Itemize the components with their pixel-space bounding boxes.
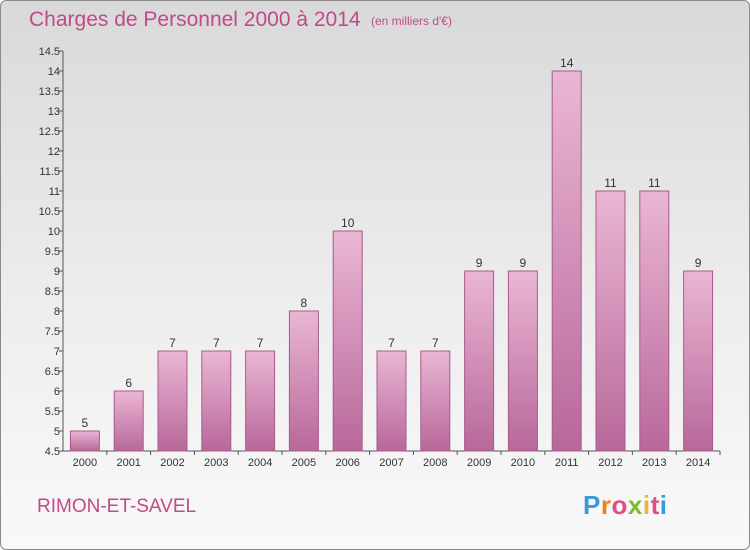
y-tick-label: 12.5 bbox=[39, 126, 60, 138]
data-label: 7 bbox=[388, 336, 395, 350]
data-label: 7 bbox=[257, 336, 264, 350]
bar-2000 bbox=[69, 430, 100, 452]
bar-2004 bbox=[245, 350, 276, 452]
y-tick-label: 12 bbox=[48, 146, 60, 158]
x-tick-label: 2010 bbox=[511, 457, 535, 469]
y-tick-label: 11 bbox=[49, 186, 60, 198]
x-tick-label: 2014 bbox=[686, 457, 710, 469]
data-label: 11 bbox=[648, 176, 661, 190]
logo-letter: i bbox=[642, 490, 651, 520]
data-label: 5 bbox=[82, 416, 89, 430]
bar-2009 bbox=[464, 270, 495, 452]
y-tick-label: 7 bbox=[54, 346, 60, 358]
logo-letter: t bbox=[650, 490, 660, 520]
data-label: 9 bbox=[695, 256, 702, 270]
bar-2014 bbox=[683, 270, 714, 452]
y-tick-label: 10.5 bbox=[39, 206, 60, 218]
y-tick-label: 9 bbox=[54, 266, 60, 278]
x-tick-label: 2006 bbox=[335, 457, 359, 469]
y-tick-label: 5.5 bbox=[45, 406, 60, 418]
x-tick-label: 2003 bbox=[204, 457, 228, 469]
y-tick-label: 4.5 bbox=[45, 446, 60, 458]
bar-2007 bbox=[376, 350, 407, 452]
bar-2011 bbox=[551, 70, 582, 452]
logo-letter: P bbox=[583, 490, 601, 520]
logo-letter: r bbox=[600, 490, 612, 520]
bar-2003 bbox=[201, 350, 232, 452]
y-tick-label: 6.5 bbox=[45, 366, 60, 378]
logo-letter: i bbox=[659, 490, 668, 520]
bar-2006 bbox=[332, 230, 363, 452]
x-tick-label: 2011 bbox=[555, 457, 579, 469]
bar-2005 bbox=[288, 310, 319, 452]
bar-2001 bbox=[113, 390, 144, 452]
bar-2008 bbox=[420, 350, 451, 452]
data-label: 9 bbox=[520, 256, 527, 270]
y-tick-label: 11.5 bbox=[39, 166, 60, 178]
y-tick-label: 13.5 bbox=[39, 86, 60, 98]
x-tick-label: 2000 bbox=[73, 457, 97, 469]
y-tick-label: 14.5 bbox=[39, 46, 60, 58]
x-tick-label: 2008 bbox=[423, 457, 447, 469]
data-label: 7 bbox=[213, 336, 220, 350]
y-tick-label: 5 bbox=[54, 426, 60, 438]
bar-2012 bbox=[595, 190, 626, 452]
bar-2010 bbox=[507, 270, 538, 452]
logo-letter: x bbox=[627, 490, 643, 520]
y-tick-label: 10 bbox=[48, 226, 60, 238]
proxiti-logo: Proxiti bbox=[583, 490, 667, 521]
chart-title: Charges de Personnel 2000 à 2014 bbox=[29, 8, 361, 31]
data-label: 6 bbox=[125, 376, 132, 390]
data-label: 7 bbox=[169, 336, 176, 350]
data-label: 9 bbox=[476, 256, 483, 270]
y-tick-label: 7.5 bbox=[45, 326, 60, 338]
x-tick-label: 2013 bbox=[642, 457, 666, 469]
x-tick-label: 2005 bbox=[292, 457, 316, 469]
x-tick-label: 2007 bbox=[379, 457, 403, 469]
x-tick-label: 2002 bbox=[160, 457, 184, 469]
bar-2002 bbox=[157, 350, 188, 452]
x-tick-label: 2012 bbox=[598, 457, 622, 469]
y-tick-label: 14 bbox=[48, 66, 60, 78]
logo-letter: o bbox=[611, 490, 628, 520]
chart-subtitle: (en milliers d'€) bbox=[371, 14, 452, 28]
data-label: 11 bbox=[604, 176, 617, 190]
y-tick-label: 13 bbox=[48, 106, 60, 118]
location-name: RIMON-ET-SAVEL bbox=[37, 496, 197, 517]
y-tick-label: 8.5 bbox=[45, 286, 60, 298]
y-tick-label: 8 bbox=[54, 306, 60, 318]
data-label: 14 bbox=[560, 56, 574, 70]
data-label: 7 bbox=[432, 336, 439, 350]
y-tick-label: 9.5 bbox=[45, 246, 60, 258]
x-tick-label: 2009 bbox=[467, 457, 491, 469]
bar-2013 bbox=[639, 190, 670, 452]
y-tick-label: 6 bbox=[54, 386, 60, 398]
x-tick-label: 2004 bbox=[248, 457, 272, 469]
data-label: 10 bbox=[341, 216, 355, 230]
data-label: 8 bbox=[301, 296, 308, 310]
x-tick-label: 2001 bbox=[116, 457, 140, 469]
